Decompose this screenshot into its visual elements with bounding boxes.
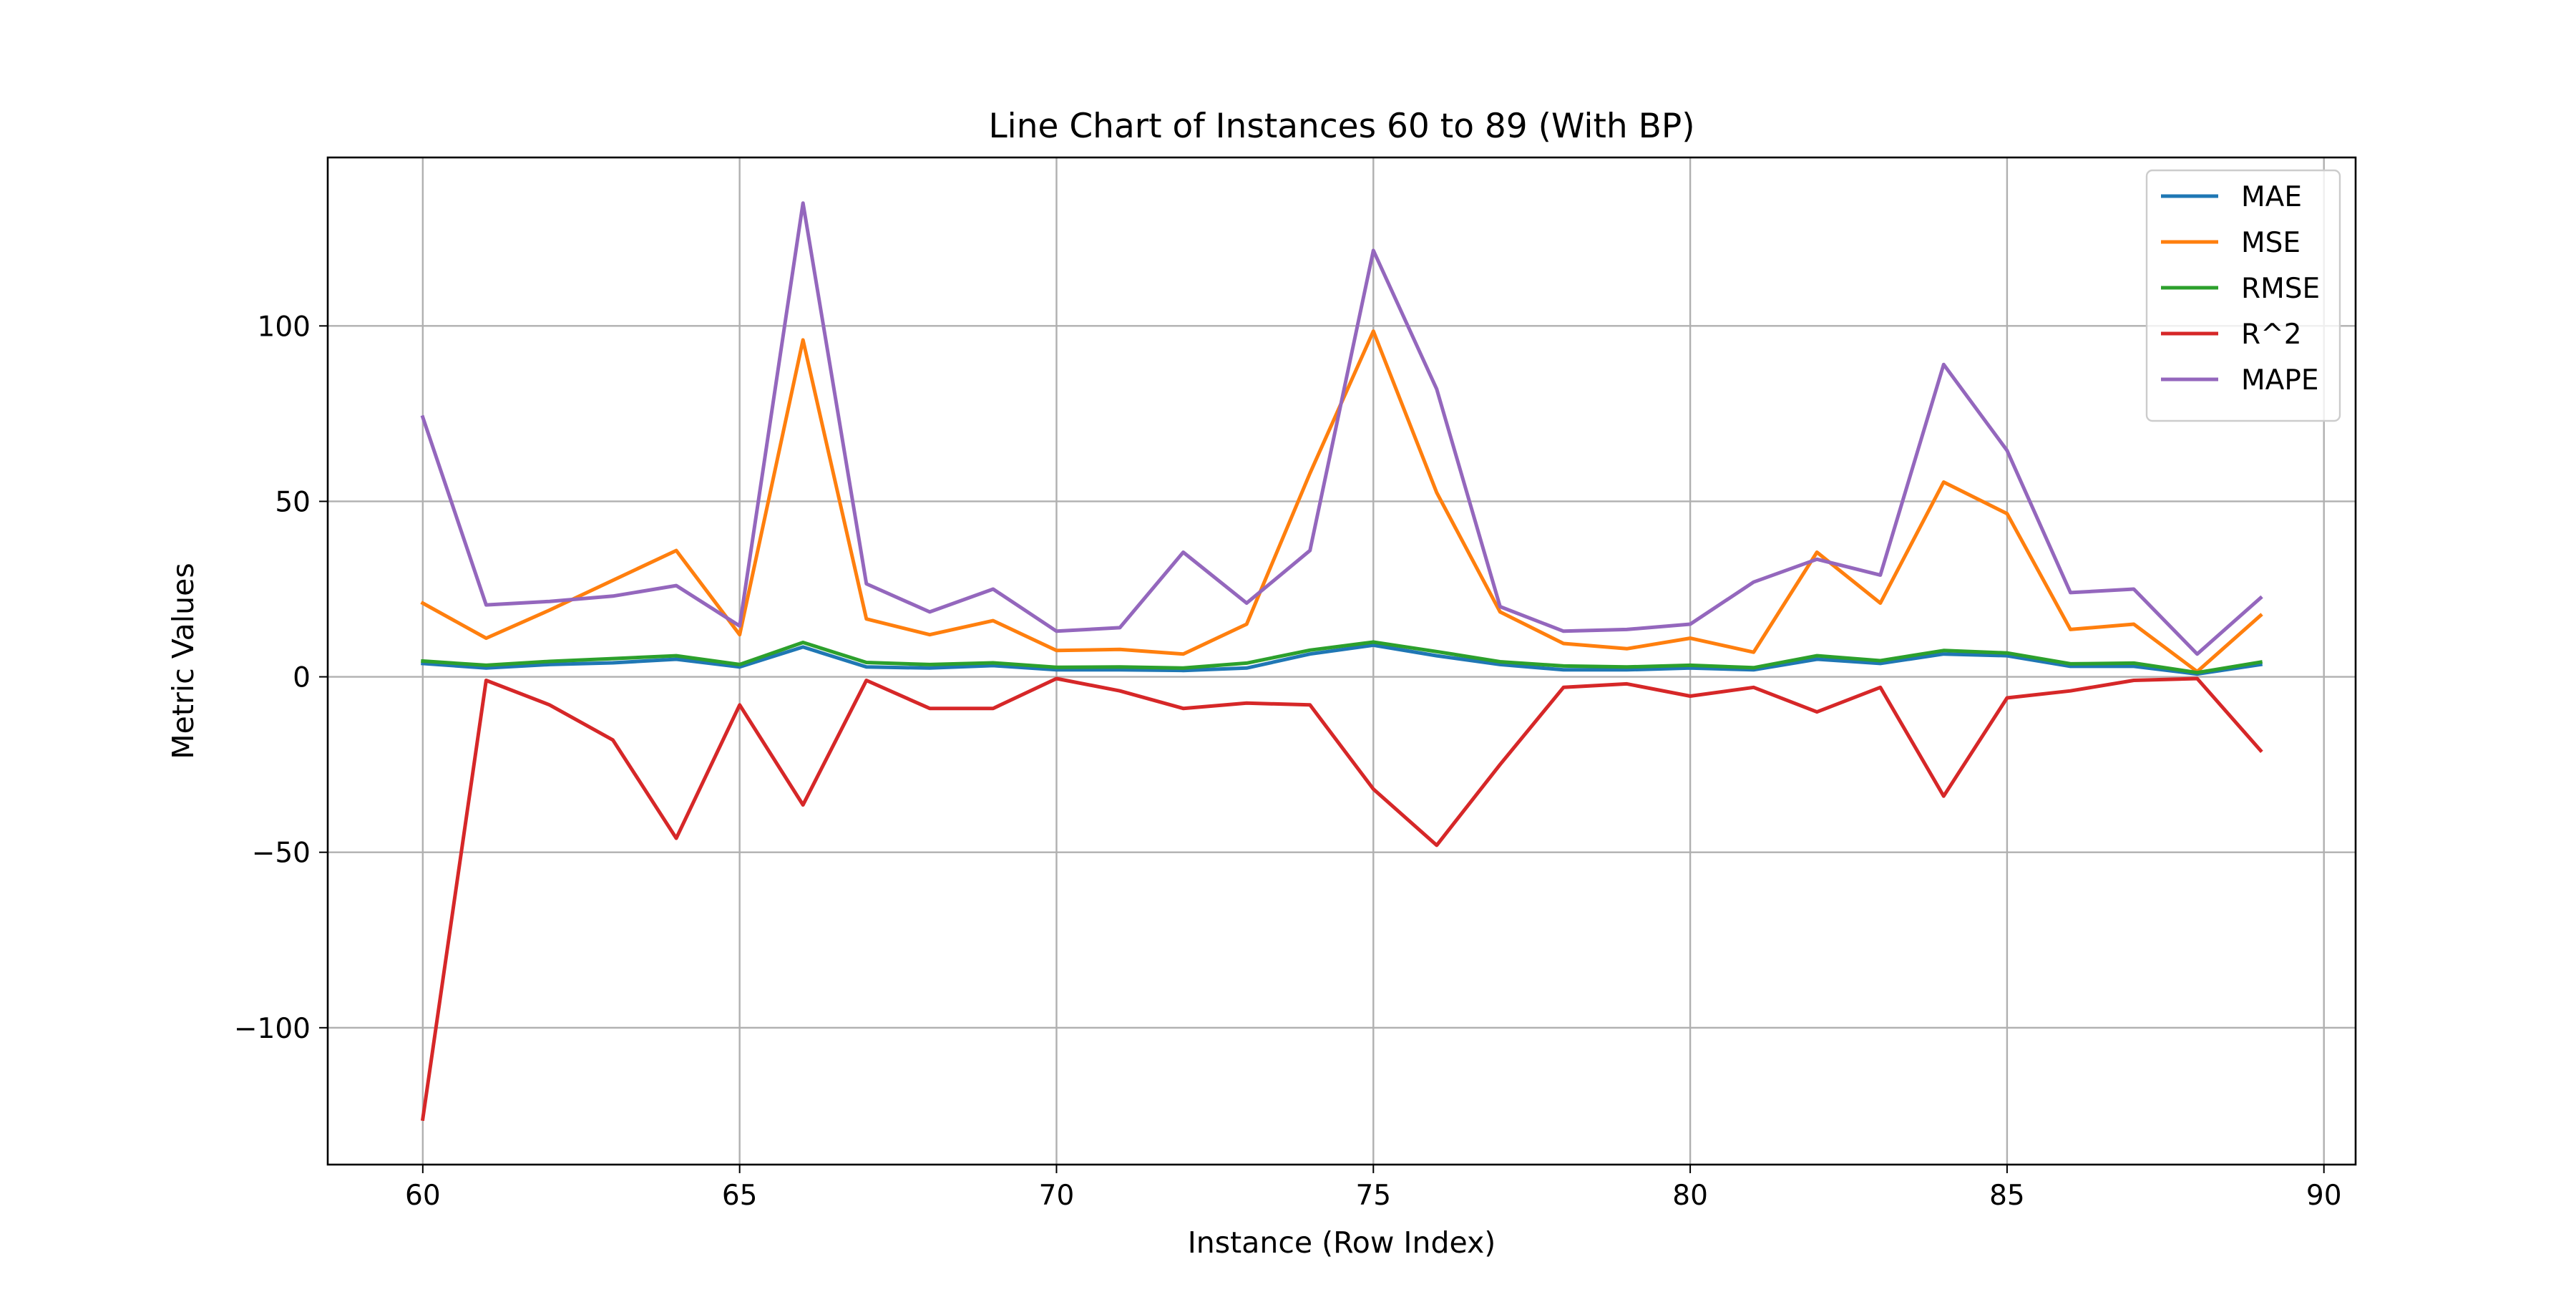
y-tick-label: −50 — [252, 837, 311, 870]
legend: MAE MSE RMSE R^2 MAPE — [2145, 169, 2341, 422]
legend-label-mse: MSE — [2241, 227, 2301, 259]
legend-label-mae: MAE — [2241, 181, 2302, 213]
legend-label-rmse: RMSE — [2241, 273, 2320, 305]
chart-title: Line Chart of Instances 60 to 89 (With B… — [988, 107, 1694, 146]
y-tick-label: −100 — [234, 1013, 311, 1045]
series-line-r-2 — [420, 676, 2263, 1122]
x-tick-label: 75 — [1355, 1180, 1391, 1212]
legend-label-mape: MAPE — [2241, 364, 2319, 397]
grid — [328, 157, 2356, 1165]
x-tick-label: 80 — [1672, 1180, 1708, 1212]
x-tick-label: 85 — [1989, 1180, 2025, 1212]
x-axis-label: Instance (Row Index) — [1188, 1225, 1496, 1260]
legend-box — [2145, 169, 2341, 422]
x-tick-label: 70 — [1039, 1180, 1075, 1212]
series-lines — [420, 201, 2263, 1122]
series-line-mape — [420, 201, 2263, 656]
plot-frame — [326, 156, 2357, 1166]
y-axis-label: Metric Values — [166, 563, 200, 759]
x-tick-label: 65 — [722, 1180, 758, 1212]
series-line-mae — [421, 643, 2263, 676]
axis-ticks: 60 65 70 75 80 85 90 −100 −50 0 50 100 — [234, 311, 2342, 1212]
y-tick-label: 50 — [275, 486, 311, 518]
series-line-rmse — [421, 640, 2263, 675]
legend-label-r-2: R^2 — [2241, 319, 2302, 351]
y-tick-label: 100 — [258, 311, 311, 343]
x-tick-label: 90 — [2306, 1180, 2342, 1212]
x-tick-label: 60 — [405, 1180, 441, 1212]
y-tick-label: 0 — [293, 662, 311, 694]
